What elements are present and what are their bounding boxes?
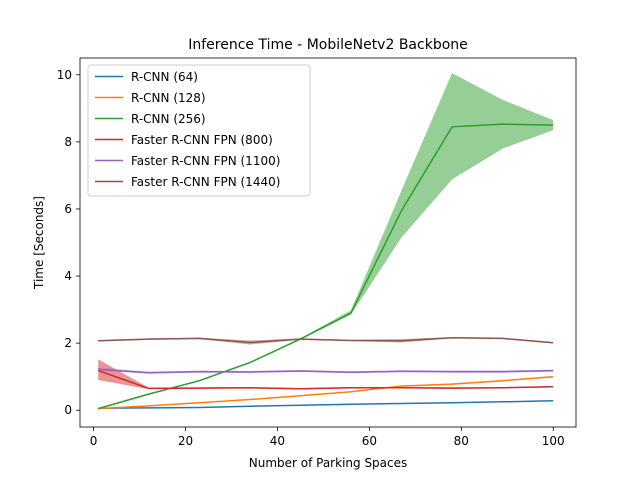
line-series-5	[98, 337, 554, 344]
legend-entry-label: R-CNN (128)	[131, 91, 206, 105]
x-tick-label: 60	[362, 434, 377, 448]
line-series-3	[97, 369, 554, 390]
x-axis-ticks: 0 20 40 60 80 100	[90, 427, 565, 448]
legend-entry-label: Faster R-CNN FPN (1100)	[131, 154, 280, 168]
legend-entry-label: Faster R-CNN FPN (800)	[131, 133, 273, 147]
y-tick-label: 10	[57, 68, 72, 82]
y-axis-ticks: 0 2 4 6 8 10	[57, 68, 80, 417]
y-tick-label: 2	[64, 336, 72, 350]
line-series-2	[97, 123, 554, 410]
chart-title: Inference Time - MobileNetv2 Backbone	[188, 37, 468, 53]
y-axis-label: Time [Seconds]	[32, 196, 46, 290]
x-tick-label: 40	[270, 434, 285, 448]
x-tick-label: 100	[542, 434, 565, 448]
legend-box	[87, 64, 311, 197]
legend: R-CNN (64) R-CNN (128) R-CNN (256) Faster R…	[87, 64, 311, 197]
x-tick-label: 20	[178, 434, 193, 448]
y-tick-label: 6	[64, 202, 72, 216]
y-tick-label: 0	[64, 403, 72, 417]
band-series-2	[98, 73, 554, 410]
series-lines	[97, 123, 554, 410]
x-tick-label: 0	[90, 434, 98, 448]
line-series-1	[98, 375, 554, 410]
x-tick-label: 80	[454, 434, 469, 448]
legend-entry-label: Faster R-CNN FPN (1440)	[131, 175, 280, 189]
line-series-4	[98, 368, 554, 374]
legend-entry-label: R-CNN (64)	[131, 70, 198, 84]
line-series-0	[98, 400, 554, 409]
y-tick-label: 8	[64, 135, 72, 149]
y-tick-label: 4	[64, 269, 72, 283]
plot-frame	[79, 57, 577, 428]
legend-entry-label: R-CNN (256)	[131, 112, 206, 126]
x-axis-label: Number of Parking Spaces	[249, 456, 408, 470]
